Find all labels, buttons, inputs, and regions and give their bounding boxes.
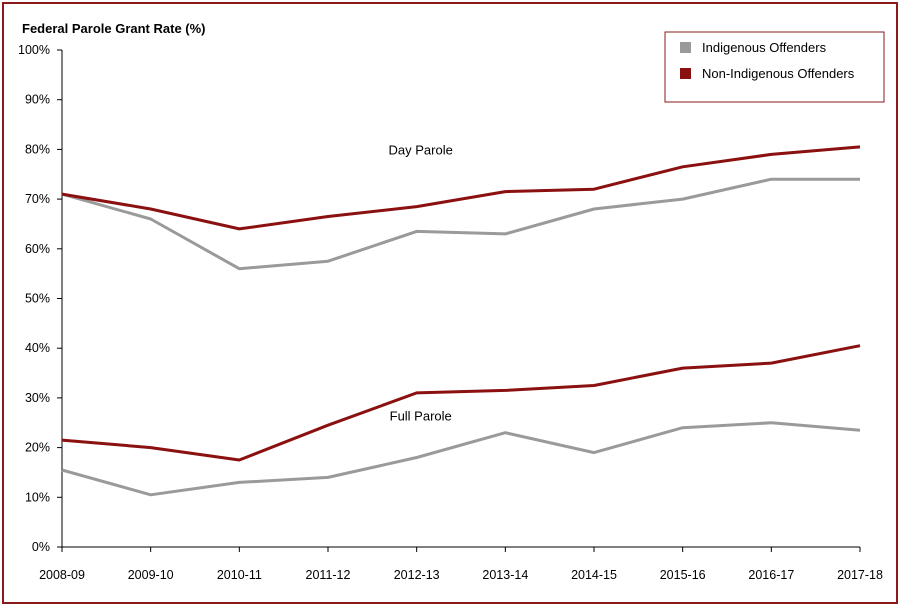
annotation-full-parole: Full Parole [390,408,452,423]
y-tick-label: 30% [25,391,50,405]
x-tick-label: 2010-11 [217,568,262,582]
series-line-day-parole-non-indigenous-offenders [61,145,861,231]
y-tick-label: 90% [25,93,50,107]
chart-title: Federal Parole Grant Rate (%) [22,21,206,36]
series-line-full-parole-indigenous-offenders [61,421,861,497]
y-tick-label: 10% [25,490,50,504]
legend-swatch-indigenous [680,42,691,53]
x-tick-label: 2013-14 [482,568,528,582]
x-tick-label: 2014-15 [571,568,617,582]
y-tick-label: 40% [25,341,50,355]
x-tick-label: 2011-12 [306,568,351,582]
y-tick-label: 100% [18,43,50,57]
legend-label-indigenous: Indigenous Offenders [702,40,827,55]
y-tick-label: 0% [32,540,50,554]
x-tick-label: 2017-18 [837,568,883,582]
legend-label-non-indigenous: Non-Indigenous Offenders [702,66,855,81]
legend-swatch-non-indigenous [680,68,691,79]
y-tick-label: 60% [25,242,50,256]
x-tick-label: 2009-10 [128,568,174,582]
y-tick-label: 80% [25,142,50,156]
x-tick-label: 2015-16 [660,568,706,582]
series-line-day-parole-indigenous-offenders [61,177,860,271]
series-line-full-parole-non-indigenous-offenders [61,344,861,462]
x-tick-label: 2016-17 [748,568,794,582]
y-tick-label: 50% [25,292,50,306]
y-tick-label: 70% [25,192,50,206]
legend: Indigenous Offenders Non-Indigenous Offe… [664,31,885,103]
y-axis: 0% 10% 20% 30% 40% 50% 60% 70% 80% 90% 100% [18,43,63,554]
y-tick-label: 20% [25,441,50,455]
x-axis: 2008-09 2009-10 2010-11 2011-12 2012-13 2013-… [39,546,883,582]
annotation-day-parole: Day Parole [389,142,453,157]
x-tick-label: 2012-13 [394,568,440,582]
x-tick-label: 2008-09 [39,568,85,582]
legend-box [664,31,885,103]
series-layer [61,145,861,497]
